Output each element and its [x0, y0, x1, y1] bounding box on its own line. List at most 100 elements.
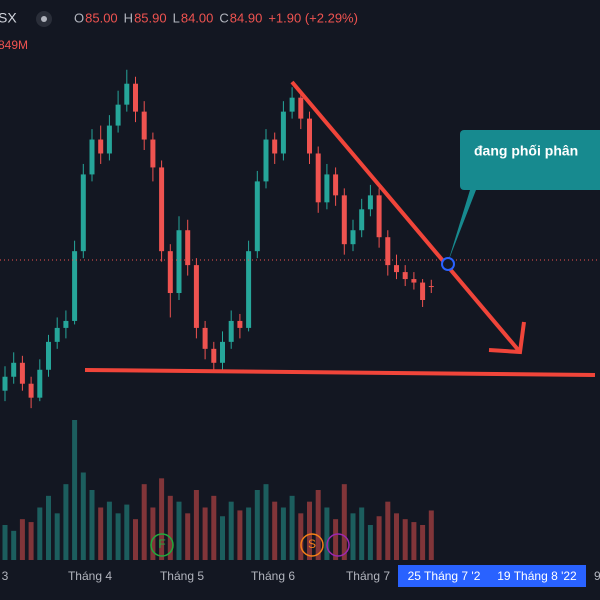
candle-body [359, 209, 365, 231]
candle-body [167, 251, 173, 294]
eye-pupil [41, 16, 47, 22]
volume-bar [411, 522, 417, 560]
callout-pointer [448, 190, 476, 262]
arrow-head [488, 321, 526, 355]
volume-bar [11, 530, 17, 560]
candle-body [185, 230, 191, 266]
candle-body [246, 251, 252, 328]
volume-bar [159, 478, 165, 560]
volume-bar [150, 507, 156, 560]
volume-bar [307, 501, 312, 560]
x-tick-label: Tháng 4 [68, 569, 112, 583]
volume-bar [89, 490, 95, 560]
candle-body [46, 341, 51, 370]
x-tick-label: Tháng 7 [346, 569, 390, 583]
candle-body [298, 97, 304, 119]
volume-bar [333, 519, 339, 560]
candle-body [98, 139, 104, 154]
volume-bar [385, 501, 391, 560]
candle-body [150, 139, 156, 168]
candle-body [2, 376, 8, 391]
candle-body [89, 139, 95, 175]
volume-bar [72, 420, 78, 560]
candle-body [263, 139, 269, 182]
candle-body [176, 230, 182, 294]
candle-body [211, 348, 217, 363]
candle-body [72, 251, 78, 321]
candle-body [280, 111, 286, 154]
candle-body [19, 362, 25, 384]
candle-layer [2, 69, 434, 409]
volume-bar [141, 484, 147, 560]
candle-body [333, 174, 339, 196]
candle-body [115, 104, 121, 126]
volume-bar [19, 519, 25, 560]
support-line [84, 368, 596, 377]
volume-bar [106, 501, 112, 560]
candle-body [124, 83, 130, 105]
candle-body [307, 118, 312, 154]
volume-bar [428, 510, 434, 560]
candle-body [350, 230, 356, 245]
candle-body [63, 320, 69, 328]
volume-bar [133, 519, 138, 560]
ohlc-value: 84.90 [230, 10, 263, 25]
anchor-point [441, 257, 455, 271]
candle-body [80, 174, 86, 252]
event-marker[interactable] [300, 533, 324, 557]
volume-bar [246, 507, 252, 560]
volume-bar [167, 495, 173, 560]
candle-body [411, 279, 417, 283]
event-label: F [158, 537, 165, 551]
volume-label: 849M [0, 38, 28, 52]
candle-body [341, 195, 347, 245]
volume-bar [37, 507, 43, 560]
candle-body [428, 286, 434, 288]
candle-body [106, 125, 112, 154]
candle-body [394, 265, 399, 273]
volume-bar [28, 522, 34, 560]
candle-body [272, 139, 278, 154]
volume-bar [185, 513, 191, 560]
volume-bar [341, 484, 347, 560]
volume-bar [2, 525, 8, 560]
range-highlight [398, 565, 490, 587]
callout-text: đang phối phân [474, 143, 578, 159]
volume-bar [324, 507, 330, 560]
volume-bar [394, 513, 399, 560]
candle-body [420, 282, 426, 300]
candle-body [254, 181, 260, 252]
volume-bar [263, 484, 269, 560]
x-tick-label: Tháng 6 [251, 569, 295, 583]
callout-box [460, 130, 600, 190]
volume-bar [46, 495, 51, 560]
candle-body [289, 97, 295, 112]
volume-bar [367, 525, 373, 560]
x-tick-label: 9 [594, 569, 600, 583]
ohlc-legend: O 85.00 H 85.90 L 84.00 C 84.90 +1.90 (+2.29%) [74, 10, 358, 25]
candle-body [220, 341, 225, 363]
ohlc-key: H [124, 10, 133, 25]
ohlc-value: 85.00 [85, 10, 118, 25]
volume-bar [115, 513, 121, 560]
volume-bar [350, 513, 356, 560]
x-tick-label: Tháng 5 [160, 569, 204, 583]
event-marker[interactable] [326, 533, 350, 557]
candle-body [324, 174, 330, 203]
volume-bar [202, 507, 208, 560]
volume-bar [63, 484, 69, 560]
volume-bar [289, 495, 295, 560]
volume-bar [359, 507, 365, 560]
change: +1.90 (+2.29%) [268, 10, 358, 25]
candle-body [11, 362, 17, 377]
volume-bar [54, 513, 60, 560]
candle-body [376, 195, 382, 238]
volume-bar [237, 510, 243, 560]
candle-body [28, 383, 34, 398]
event-marker[interactable] [150, 533, 174, 557]
volume-bar [211, 495, 217, 560]
volume-bar [298, 513, 304, 560]
volume-bar [272, 501, 278, 560]
ohlc-value: 85.90 [134, 10, 167, 25]
